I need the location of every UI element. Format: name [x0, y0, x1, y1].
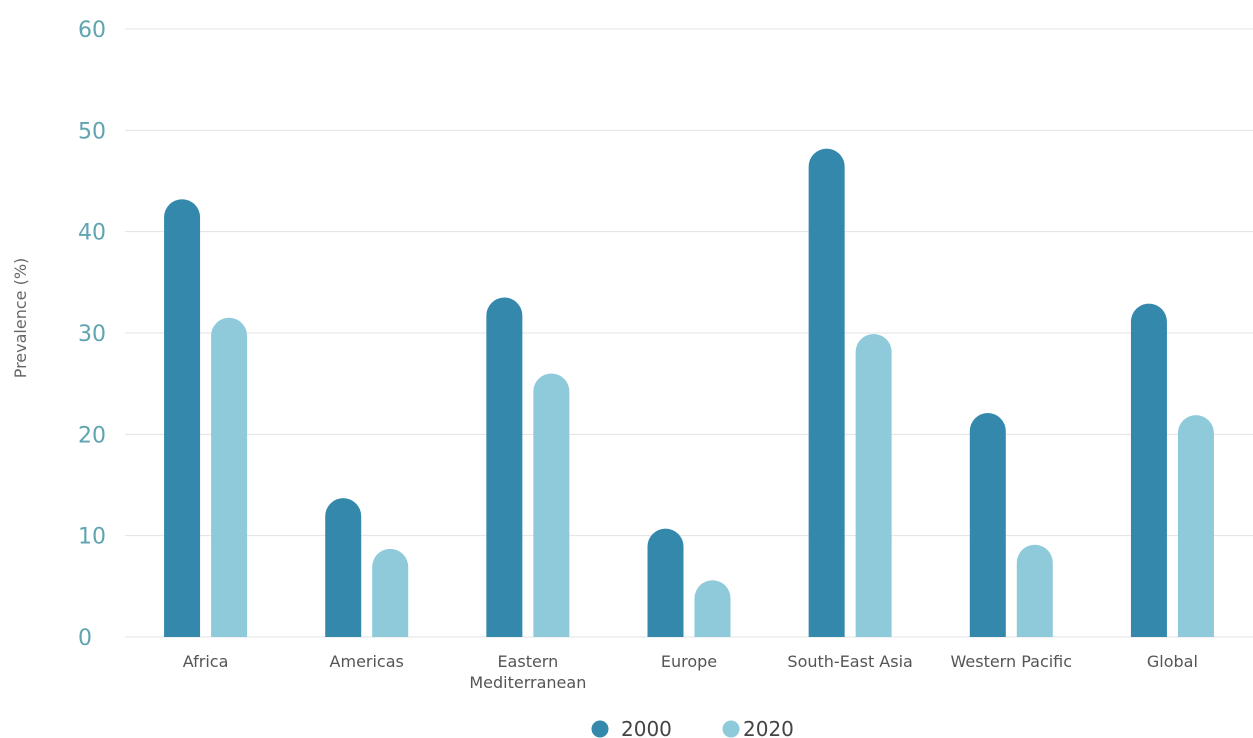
bar-2020 [855, 334, 892, 637]
bar-2000 [164, 199, 201, 637]
bar-2000 [325, 498, 362, 637]
bar-2000 [1130, 303, 1167, 637]
x-tick-label: Global [1147, 652, 1198, 671]
x-tick-label: Europe [661, 652, 717, 671]
bar-2000 [808, 148, 845, 637]
legend-label: 2000 [621, 717, 672, 738]
bar-2020 [533, 373, 570, 637]
y-tick-label: 50 [78, 119, 106, 144]
legend-label: 2020 [743, 717, 794, 738]
y-tick-label: 30 [78, 322, 106, 347]
gridlines [125, 28, 1253, 638]
y-axis-ticks: 0 10 20 30 40 50 60 [78, 18, 106, 651]
bar-2020 [211, 317, 248, 637]
legend: 2000 2020 [591, 717, 794, 738]
y-tick-label: 20 [78, 423, 106, 448]
x-tick-label: Western Pacific [951, 652, 1073, 671]
bars [164, 148, 1214, 637]
y-tick-label: 40 [78, 221, 106, 246]
x-axis-ticks: Africa Americas Eastern Mediterranean Europe… [183, 652, 1198, 692]
bar-2020 [372, 548, 409, 637]
x-tick-label: Eastern Mediterranean [469, 652, 586, 692]
y-tick-label: 0 [78, 626, 92, 651]
y-tick-label: 60 [78, 18, 106, 43]
bar-2000 [486, 297, 523, 637]
bar-2000 [969, 413, 1006, 637]
bar-2020 [1016, 544, 1053, 637]
bar-2020 [694, 580, 731, 637]
y-axis-label: Prevalence (%) [11, 258, 30, 379]
bar-2020 [1177, 415, 1214, 637]
legend-marker-2000 [591, 720, 609, 738]
legend-marker-2020 [722, 720, 740, 738]
x-tick-label: Africa [183, 652, 229, 671]
x-tick-label: Americas [330, 652, 404, 671]
bar-2000 [647, 528, 684, 637]
x-tick-label: South-East Asia [787, 652, 912, 671]
y-tick-label: 10 [78, 525, 106, 550]
